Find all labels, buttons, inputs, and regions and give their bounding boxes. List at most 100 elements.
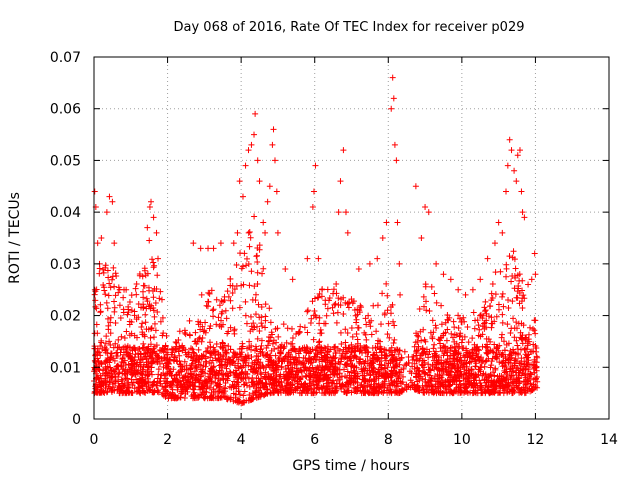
data-point (227, 275, 234, 282)
data-point (356, 347, 363, 354)
data-point (252, 347, 259, 354)
data-point (472, 363, 479, 370)
data-point (265, 337, 272, 344)
data-point (472, 381, 479, 388)
data-point (513, 337, 520, 344)
data-point (317, 326, 324, 333)
data-point (103, 209, 110, 216)
data-point (181, 373, 188, 380)
data-point (259, 323, 266, 330)
data-point (288, 325, 295, 332)
data-point (258, 320, 265, 327)
data-point (379, 290, 386, 297)
data-point (466, 373, 473, 380)
data-point (216, 322, 223, 329)
data-point (514, 365, 521, 372)
data-point (295, 330, 302, 337)
data-point (470, 377, 477, 384)
data-point (292, 373, 299, 380)
data-point (523, 381, 530, 388)
data-point (380, 373, 387, 380)
data-point (377, 358, 384, 365)
data-point (115, 363, 122, 370)
data-point (484, 255, 491, 262)
data-point (223, 365, 230, 372)
data-point (503, 341, 510, 348)
data-point (344, 329, 351, 336)
data-point (472, 317, 479, 324)
data-point (196, 393, 203, 400)
data-point (219, 308, 226, 315)
data-point (321, 344, 328, 351)
data-point (254, 380, 261, 387)
data-point (137, 379, 144, 386)
data-point (142, 319, 149, 326)
chart-title: Day 068 of 2016, Rate Of TEC Index for r… (174, 20, 525, 35)
data-point (191, 350, 198, 357)
data-point (207, 354, 214, 361)
data-point (445, 386, 452, 393)
data-point (150, 294, 157, 301)
data-point (529, 325, 536, 332)
data-point (275, 333, 282, 340)
data-point (460, 314, 467, 321)
data-point (509, 390, 516, 397)
data-point (99, 370, 106, 377)
data-point (390, 356, 397, 363)
data-point (532, 383, 539, 390)
data-point (195, 321, 202, 328)
data-point (304, 308, 311, 315)
data-point (351, 352, 358, 359)
data-point (427, 377, 434, 384)
data-point (489, 281, 496, 288)
data-point (472, 374, 479, 381)
data-point (450, 351, 457, 358)
data-point (392, 370, 399, 377)
data-point (515, 375, 522, 382)
data-point (470, 309, 477, 316)
data-point (523, 352, 530, 359)
data-point (408, 370, 415, 377)
data-point (511, 334, 518, 341)
data-point (260, 392, 267, 399)
data-point (207, 343, 214, 350)
data-point (503, 265, 510, 272)
data-point (309, 203, 316, 210)
data-point (490, 382, 497, 389)
data-point (284, 352, 291, 359)
data-point (274, 389, 281, 396)
data-point (444, 326, 451, 333)
data-point (161, 346, 168, 353)
data-point (225, 355, 232, 362)
data-point (305, 366, 312, 373)
data-point (243, 262, 250, 269)
data-point (169, 386, 176, 393)
data-point (240, 392, 247, 399)
data-point (506, 253, 513, 260)
data-point (479, 372, 486, 379)
data-point (220, 321, 227, 328)
data-point (313, 314, 320, 321)
data-point (507, 330, 514, 337)
data-point (129, 382, 136, 389)
data-point (98, 337, 105, 344)
data-point (103, 333, 110, 340)
data-point (131, 360, 138, 367)
data-point (454, 357, 461, 364)
data-point (246, 243, 253, 250)
data-point (200, 389, 207, 396)
data-point (208, 359, 215, 366)
data-point (518, 372, 525, 379)
data-point (426, 308, 433, 315)
data-point (243, 320, 250, 327)
data-point (154, 272, 161, 279)
data-point (151, 378, 158, 385)
data-point (149, 288, 156, 295)
data-point (445, 378, 452, 385)
data-point (108, 374, 115, 381)
data-point (380, 389, 387, 396)
data-point (198, 373, 205, 380)
data-point (219, 340, 226, 347)
data-point (324, 351, 331, 358)
data-point (311, 385, 318, 392)
